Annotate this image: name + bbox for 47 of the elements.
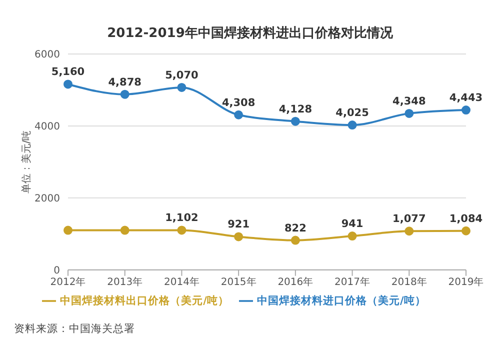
data-label: 5,160 (51, 66, 85, 78)
y-tick-label: 2000 (34, 193, 60, 204)
y-tick-label: 0 (54, 265, 60, 276)
x-tick-label: 2016年 (278, 276, 314, 288)
data-label: 4,443 (449, 92, 483, 104)
x-tick-label: 2015年 (220, 276, 256, 288)
data-label: 1,084 (449, 212, 483, 225)
point (120, 90, 130, 99)
y-tick-label: 6000 (34, 50, 60, 61)
chart-title: 2012-2019年中国焊接材料进出口价格对比情况 (106, 24, 394, 42)
y-tick-label: 4000 (34, 122, 60, 133)
point (290, 116, 300, 126)
point (177, 82, 186, 92)
data-label: 5,070 (165, 69, 198, 82)
point (348, 120, 357, 130)
point (404, 108, 414, 118)
data-label: 1,102 (165, 212, 198, 224)
data-label: 921 (228, 218, 250, 231)
point (120, 226, 130, 235)
data-label: 4,348 (392, 95, 426, 108)
x-tick-label: 2012年 (50, 276, 86, 288)
point (64, 226, 72, 235)
point (177, 226, 186, 235)
point (234, 110, 244, 120)
point (462, 226, 470, 236)
legend-label: 中国焊接材料进口价格（美元/吨） (257, 294, 426, 307)
point (462, 106, 470, 115)
data-label: 4,025 (336, 107, 369, 120)
data-label: 941 (341, 218, 364, 230)
text: 资料来源：中国海关总署 (13, 322, 136, 336)
data-label: 4,128 (278, 103, 312, 116)
x-tick-label: 2019年 (448, 276, 484, 288)
point (404, 226, 414, 236)
point (64, 80, 72, 89)
x-tick-label: 2013年 (107, 276, 143, 288)
point (348, 232, 357, 241)
data-label: 1,077 (392, 213, 426, 226)
point (290, 236, 300, 245)
x-tick-label: 2014年 (164, 276, 200, 288)
x-tick-label: 2017年 (334, 276, 370, 288)
legend-label: 中国焊接材料出口价格（美元/吨） (60, 294, 229, 307)
point (234, 232, 244, 242)
x-tick-label: 2018年 (391, 276, 427, 288)
data-label: 4,878 (108, 76, 142, 88)
y-axis-title: 单位：美元/吨 (20, 130, 33, 194)
data-label: 4,308 (222, 96, 256, 109)
data-label: 822 (284, 222, 306, 234)
